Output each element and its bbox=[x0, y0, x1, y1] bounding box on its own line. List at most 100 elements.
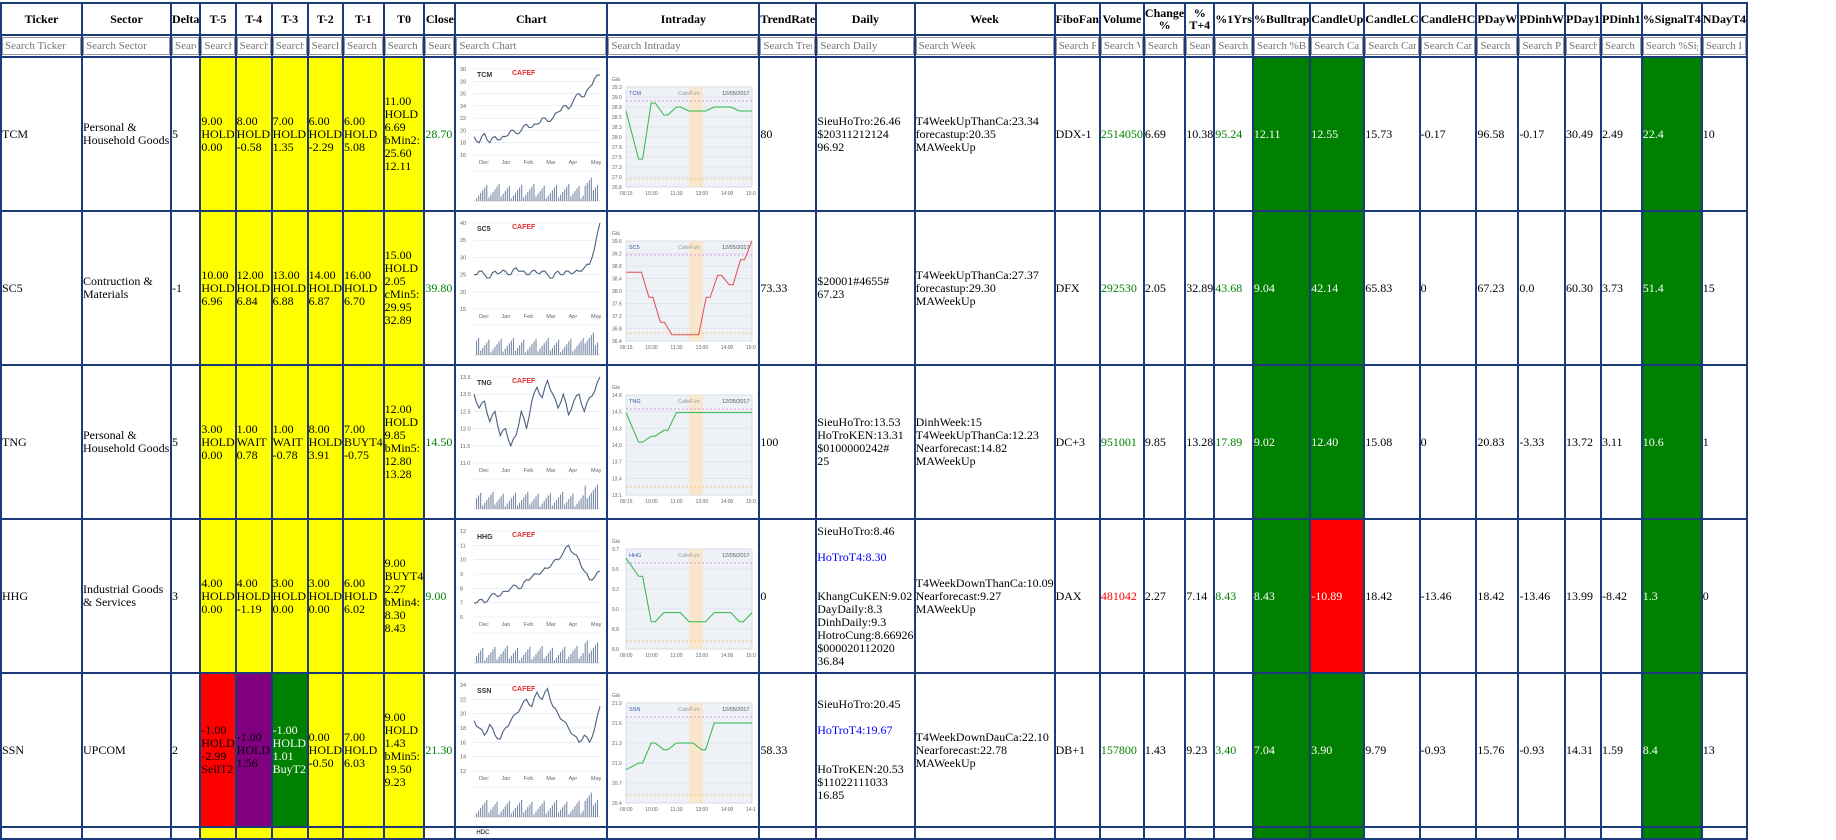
col-header-change[interactable]: Change % bbox=[1142, 2, 1187, 36]
col-header-candleup[interactable]: CandleUp bbox=[1309, 2, 1366, 36]
search-input-t-1[interactable] bbox=[344, 37, 382, 55]
cell-line: -2.29 bbox=[308, 139, 334, 154]
search-input-pdinh1[interactable] bbox=[1602, 37, 1640, 55]
search-input-bulltrap[interactable] bbox=[1254, 37, 1309, 55]
search-input-t-5[interactable] bbox=[202, 37, 234, 55]
search-input-pdayw[interactable] bbox=[1478, 37, 1517, 55]
col-header-week[interactable]: Week bbox=[913, 2, 1056, 36]
col-header-pdayw[interactable]: PDayW bbox=[1475, 2, 1520, 36]
col-header-t-5[interactable]: T-5 bbox=[199, 2, 237, 36]
search-input-ticker[interactable] bbox=[3, 37, 80, 55]
col-header-pdinh1[interactable]: PDinh1 bbox=[1600, 2, 1643, 36]
search-input-candlehc[interactable] bbox=[1421, 37, 1475, 55]
intraday-unit: Giá bbox=[612, 231, 620, 237]
price-chart[interactable]: 40 35 30 25 20 15 SC5 CAFEF Dec Jan Feb Mar Apr May bbox=[458, 217, 605, 359]
col-header-daily[interactable]: Daily bbox=[815, 2, 916, 36]
intraday-chart[interactable]: Giá 14.8 14.5 14.3 14.0 13.7 13.4 13.1 TNG CafeF.… bbox=[610, 371, 757, 513]
search-input-t-4[interactable] bbox=[237, 37, 270, 55]
col-header-sector[interactable]: Sector bbox=[81, 2, 172, 36]
search-input-1yrs[interactable] bbox=[1216, 37, 1251, 55]
search-input-fibofan[interactable] bbox=[1056, 37, 1098, 55]
search-input-t-2[interactable] bbox=[309, 37, 341, 55]
search-input-pdinhw[interactable] bbox=[1520, 37, 1564, 55]
chart-brand-logo: CAFEF bbox=[512, 70, 536, 77]
price-chart[interactable]: 13.5 13.0 12.5 12.0 11.5 11.0 TNG CAFEF Dec Jan Fe… bbox=[458, 371, 605, 513]
search-input-delta[interactable] bbox=[173, 37, 199, 55]
search-input-candlelc[interactable] bbox=[1366, 37, 1418, 55]
col-header-volume[interactable]: Volume bbox=[1098, 2, 1145, 36]
search-input-intraday[interactable] bbox=[609, 37, 758, 55]
search-cell bbox=[454, 34, 609, 58]
table-row[interactable]: HHG Industrial Goods & Services 3 4.00 HOLD 0… bbox=[0, 518, 1749, 674]
col-header-close[interactable]: Close bbox=[423, 2, 457, 36]
col-header-intraday[interactable]: Intraday bbox=[606, 2, 761, 36]
chart-ytick: 22 bbox=[460, 697, 466, 703]
cell-line: -1.00 bbox=[236, 729, 262, 744]
price-chart[interactable]: 12 11 10 9 8 7 6 HHG CAFEF Dec Jan Feb Mar Apr May bbox=[458, 525, 605, 667]
table-row-partial[interactable]: HDC bbox=[0, 826, 1749, 840]
col-header-t-3[interactable]: T-3 bbox=[270, 2, 309, 36]
search-cell bbox=[1418, 34, 1478, 58]
search-input-volume[interactable] bbox=[1101, 37, 1142, 55]
col-header-t-4[interactable]: % T+4 bbox=[1184, 2, 1216, 36]
col-header-candlelc[interactable]: CandleLC bbox=[1363, 2, 1421, 36]
col-header-ticker[interactable]: Ticker bbox=[0, 2, 83, 36]
col-header-signalt4[interactable]: %SignalT4 bbox=[1640, 2, 1703, 36]
col-header-chart[interactable]: Chart bbox=[454, 2, 609, 36]
cell-line: 6.69 bbox=[384, 120, 406, 134]
search-input-trendrate[interactable] bbox=[761, 37, 815, 55]
chart-ticker-label: HHG bbox=[477, 534, 493, 541]
intraday-chart[interactable]: Giá 29.3 29.0 28.8 28.5 28.3 28.0 27.8 27.5 27.3 2… bbox=[610, 63, 757, 205]
intraday-ytick: 20.7 bbox=[612, 781, 622, 787]
table-row[interactable]: SC5 Contruction & Materials -1 10.00 HOLD 6.9… bbox=[0, 210, 1749, 366]
col-header-bulltrap[interactable]: %Bulltrap bbox=[1251, 2, 1312, 36]
search-input-signalt4[interactable] bbox=[1643, 37, 1700, 55]
change-cell: 2.27 bbox=[1142, 518, 1187, 674]
search-input-close[interactable] bbox=[426, 37, 454, 55]
cell-line: HOLD bbox=[272, 736, 306, 750]
col-header-candlehc[interactable]: CandleHC bbox=[1418, 2, 1478, 36]
table-row[interactable]: TNG Personal & Household Goods 5 3.00 HOLD 0.… bbox=[0, 364, 1749, 520]
table-row[interactable]: SSN UPCOM 2 -1.00 HOLD -2.99 SellT2 -1.00 HOLD 1.… bbox=[0, 672, 1749, 828]
search-input-chart[interactable] bbox=[457, 37, 606, 55]
intraday-ytick: 14.5 bbox=[612, 410, 622, 416]
search-input-change[interactable] bbox=[1145, 37, 1184, 55]
search-input-t0[interactable] bbox=[385, 37, 423, 55]
search-input-sector[interactable] bbox=[84, 37, 169, 55]
col-header-pday1[interactable]: PDay1 bbox=[1564, 2, 1602, 36]
table-row[interactable]: TCM Personal & Household Goods 5 9.00 HOLD 0.… bbox=[0, 56, 1749, 212]
col-header-t-1[interactable]: T-1 bbox=[341, 2, 385, 36]
search-input-t-4[interactable] bbox=[1187, 37, 1213, 55]
col-header-delta[interactable]: Delta bbox=[169, 2, 202, 36]
chart-xtick: Dec bbox=[479, 776, 489, 782]
search-cell bbox=[0, 34, 83, 58]
search-input-week[interactable] bbox=[916, 37, 1053, 55]
chart-ytick: 30 bbox=[460, 255, 466, 261]
col-header-1yrs[interactable]: %1Yrs bbox=[1213, 2, 1254, 36]
intraday-brand: CafeF.vn bbox=[678, 399, 700, 405]
search-input-ndayt4[interactable] bbox=[1703, 37, 1746, 55]
price-chart[interactable]: 24 22 20 18 16 14 12 SSN CAFEF Dec Jan Feb Mar Apr May bbox=[458, 679, 605, 821]
cell-line: 25.60 bbox=[384, 146, 412, 160]
col-header-t-2[interactable]: T-2 bbox=[306, 2, 344, 36]
col-header-t0[interactable]: T0 bbox=[382, 2, 426, 36]
col-header-ndayt4[interactable]: NDayT4 bbox=[1700, 2, 1749, 36]
intraday-chart[interactable]: Giá 39.6 39.2 38.8 38.4 38.0 37.6 37.2 36.8 36.4 S… bbox=[610, 217, 757, 359]
chart-xtick: May bbox=[591, 622, 602, 628]
search-input-candleup[interactable] bbox=[1312, 37, 1363, 55]
close-cell: 39.80 bbox=[423, 210, 457, 366]
search-input-t-3[interactable] bbox=[273, 37, 306, 55]
col-header-fibofan[interactable]: FiboFan bbox=[1053, 2, 1101, 36]
col-header-t-4[interactable]: T-4 bbox=[234, 2, 273, 36]
intraday-chart[interactable]: Giá 9.7 9.5 9.2 9.0 8.8 8.6 HHG CafeF.vn 12/05/20… bbox=[610, 525, 757, 667]
intraday-chart[interactable]: Giá 21.9 21.6 21.3 21.0 20.7 20.4 SSN CafeF.vn 12… bbox=[610, 679, 757, 821]
search-input-pday1[interactable] bbox=[1567, 37, 1599, 55]
chart-xtick: May bbox=[591, 468, 602, 474]
price-chart[interactable]: 30 28 26 24 22 20 18 16 TCM CAFEF Dec Jan Feb Mar Apr M… bbox=[458, 63, 605, 205]
intraday-line bbox=[625, 102, 753, 160]
partial-cell bbox=[423, 826, 457, 840]
col-header-pdinhw[interactable]: PDinhW bbox=[1517, 2, 1566, 36]
intraday-ytick: 27.3 bbox=[612, 165, 622, 171]
col-header-trendrate[interactable]: TrendRate bbox=[758, 2, 818, 36]
search-input-daily[interactable] bbox=[818, 37, 913, 55]
